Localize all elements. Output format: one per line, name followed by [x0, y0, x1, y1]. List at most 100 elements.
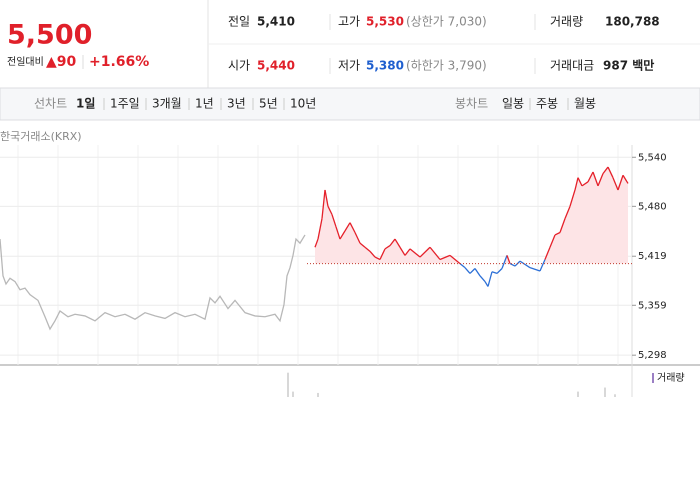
- line-segment: [602, 166, 609, 175]
- volume-bar: [287, 372, 289, 397]
- tab[interactable]: 일봉: [502, 97, 524, 111]
- tab[interactable]: 3개월: [152, 97, 182, 111]
- stat-label: 거래대금: [550, 59, 594, 73]
- stat-note: (상한가 7,030): [406, 15, 487, 29]
- stat-value: 987 백만: [603, 58, 654, 73]
- tab[interactable]: 주봉: [536, 97, 558, 111]
- line-segment: [324, 189, 329, 207]
- line-segment: [384, 245, 391, 250]
- line-segment: [409, 248, 421, 258]
- tab[interactable]: 5년: [259, 97, 278, 111]
- tab[interactable]: 10년: [290, 97, 316, 111]
- line-segment: [549, 234, 556, 248]
- line-segment: [544, 246, 551, 260]
- tab[interactable]: 1주일: [110, 97, 140, 111]
- stat-label: 전일: [228, 15, 250, 29]
- line-segment: [574, 177, 579, 191]
- volume-bar: [614, 394, 616, 397]
- line-segment: [449, 254, 461, 265]
- tab[interactable]: 월봉: [574, 97, 596, 111]
- tab[interactable]: 1일: [76, 97, 95, 111]
- stat-value: 5,380: [366, 59, 404, 73]
- line-segment: [364, 246, 371, 252]
- y-tick-label: 5,480: [638, 201, 667, 212]
- tab[interactable]: 3년: [227, 97, 246, 111]
- line-segment: [439, 254, 451, 261]
- line-segment: [469, 268, 476, 274]
- change-pct: +1.66%: [89, 54, 149, 70]
- line-segment: [479, 275, 486, 283]
- stat-value: 180,788: [605, 15, 660, 29]
- area: [315, 167, 628, 264]
- line-segment: [491, 271, 498, 275]
- volume-bar: [317, 392, 319, 397]
- stat-note: (하한가 3,790): [406, 59, 487, 73]
- line-segment: [374, 256, 381, 261]
- change-label: 전일대비: [7, 56, 44, 68]
- line-segment: [321, 189, 326, 219]
- line-segment: [539, 259, 546, 272]
- line-segment: [577, 177, 583, 187]
- line-segment: [379, 248, 386, 260]
- line: [0, 234, 306, 331]
- legend-swatch: [652, 373, 654, 383]
- stat-label: 시가: [228, 59, 250, 73]
- line-segment: [519, 260, 531, 269]
- line-segment: [389, 238, 396, 246]
- volume-bar: [292, 391, 294, 397]
- line-segment: [474, 268, 481, 277]
- line-segment: [597, 173, 604, 187]
- y-tick-label: 5,419: [638, 251, 667, 262]
- stat-value: 5,440: [257, 59, 295, 73]
- line-segment: [459, 263, 466, 269]
- line-segment: [569, 189, 576, 207]
- line-segment: [339, 230, 346, 240]
- line-segment: [359, 242, 366, 248]
- stat-value: 5,530: [366, 15, 404, 29]
- line-segment: [592, 171, 599, 187]
- stat-label: 고가: [338, 15, 360, 29]
- line-segment: [404, 248, 411, 256]
- line-segment: [506, 255, 511, 264]
- line-segment: [487, 271, 493, 287]
- tab[interactable]: 1년: [195, 97, 214, 111]
- line-segment: [354, 232, 361, 244]
- tab-group-label: 봉차트: [455, 97, 488, 111]
- line-segment: [559, 218, 566, 233]
- line-segment: [607, 166, 614, 178]
- y-tick-label: 5,298: [638, 350, 667, 361]
- stat-value: 5,410: [257, 15, 295, 29]
- line-segment: [317, 218, 323, 240]
- line-segment: [331, 214, 337, 227]
- line-segment: [581, 181, 589, 187]
- line-segment: [369, 250, 376, 258]
- line-segment: [344, 222, 351, 232]
- source: 한국거래소(KRX): [0, 130, 82, 143]
- tab-bar: [0, 87, 700, 121]
- stat-label: 거래량: [550, 15, 583, 29]
- line-segment: [501, 255, 508, 269]
- stat-label: 저가: [338, 59, 360, 73]
- price: 5,500: [7, 20, 92, 51]
- line-segment: [587, 171, 594, 183]
- line-segment: [327, 206, 333, 215]
- volume-bar: [604, 387, 606, 397]
- line-segment: [622, 174, 629, 184]
- line-segment: [464, 267, 471, 274]
- line-segment: [617, 175, 624, 191]
- line-segment: [429, 246, 441, 260]
- line-segment: [529, 267, 541, 272]
- line-segment: [394, 238, 401, 248]
- line-segment: [496, 268, 503, 274]
- tab-group-label: 선차트: [34, 97, 67, 111]
- line-segment: [554, 231, 561, 236]
- line-segment: [349, 222, 356, 233]
- line-segment: [612, 177, 619, 191]
- line-segment: [484, 281, 489, 287]
- change: ▲90: [46, 54, 77, 70]
- line-segment: [314, 238, 319, 248]
- line-segment: [419, 246, 431, 258]
- line-segment: [564, 206, 571, 219]
- line-segment: [399, 246, 406, 256]
